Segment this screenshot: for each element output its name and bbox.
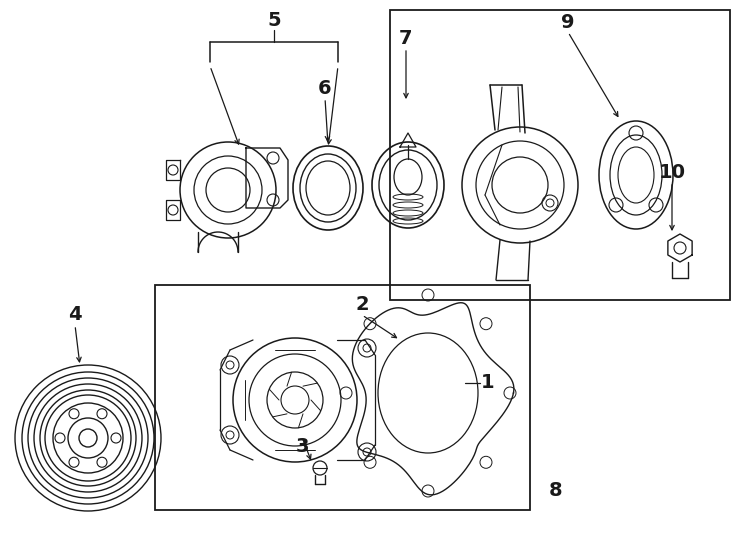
- Bar: [155, 285, 530, 510]
- Text: 10: 10: [658, 163, 686, 181]
- Text: 3: 3: [295, 437, 309, 456]
- Bar: [390, 10, 730, 300]
- Text: 8: 8: [549, 481, 563, 500]
- Text: 6: 6: [318, 78, 332, 98]
- Text: 5: 5: [267, 10, 281, 30]
- Text: 1: 1: [482, 374, 495, 393]
- Text: 9: 9: [562, 12, 575, 31]
- Text: 2: 2: [355, 295, 368, 314]
- Text: 4: 4: [68, 306, 81, 325]
- Text: 7: 7: [399, 29, 413, 48]
